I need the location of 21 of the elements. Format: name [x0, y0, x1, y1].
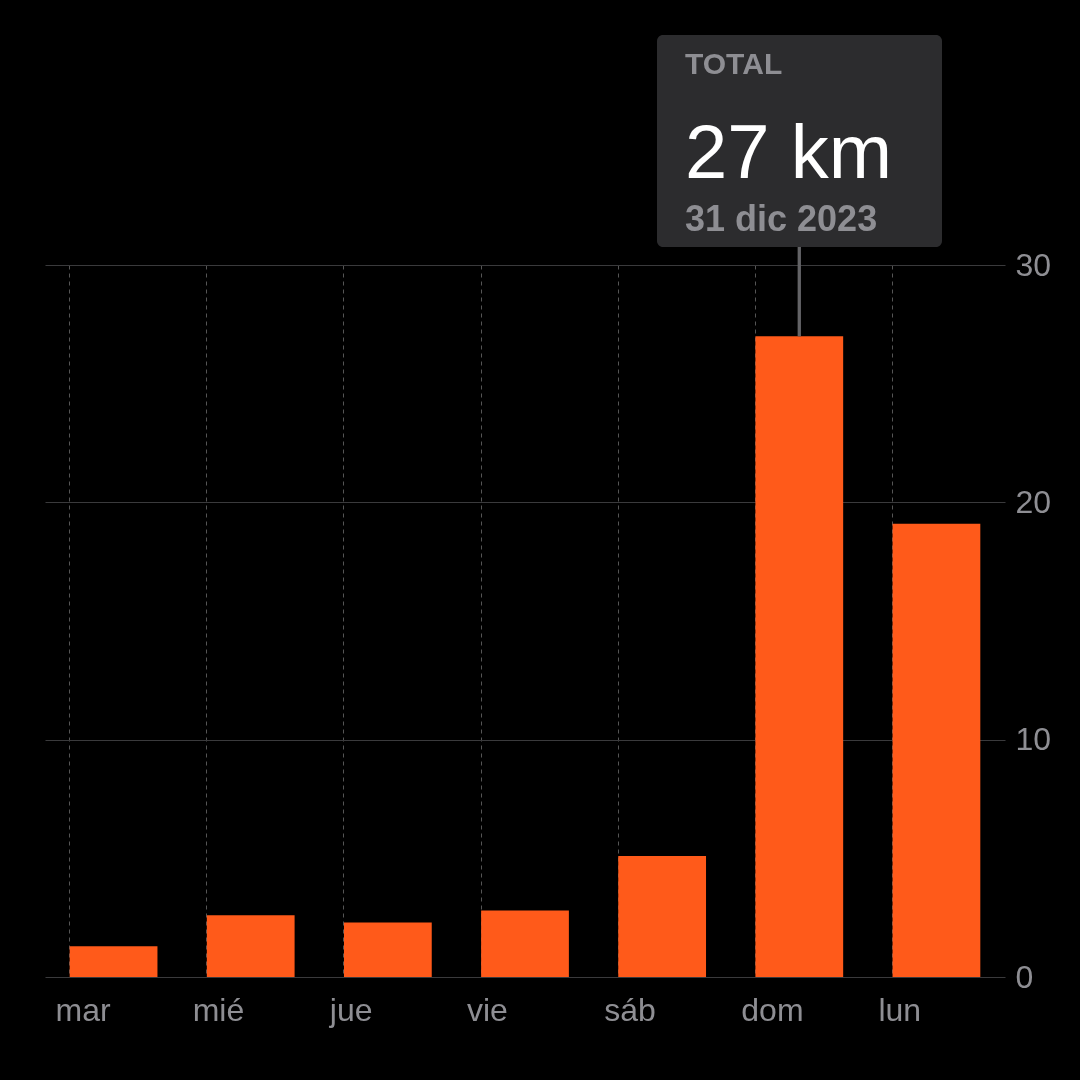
bar [755, 336, 844, 977]
x-tick-label: vie [467, 991, 508, 1028]
y-tick-label: 0 [1015, 958, 1034, 995]
x-tick-label: sáb [604, 991, 656, 1028]
text: TOTAL [685, 47, 783, 80]
y-tick-label: 20 [1015, 483, 1052, 520]
x-tick-label: mar [55, 991, 112, 1028]
bar [892, 523, 981, 977]
y-tick-label: 10 [1015, 721, 1052, 758]
bar [481, 910, 569, 977]
bar [343, 922, 432, 977]
bar [618, 855, 707, 977]
bar [206, 915, 295, 977]
annotation: 27 km [685, 109, 892, 194]
y-tick-label: 30 [1015, 246, 1052, 283]
x-tick-label: mié [192, 991, 245, 1028]
x-tick-label: dom [741, 991, 804, 1028]
x-tick-label: jue [328, 991, 373, 1028]
x-tick-label: lun [878, 991, 922, 1028]
annotation: 31 dic 2023 [685, 198, 878, 239]
bar [69, 946, 158, 977]
